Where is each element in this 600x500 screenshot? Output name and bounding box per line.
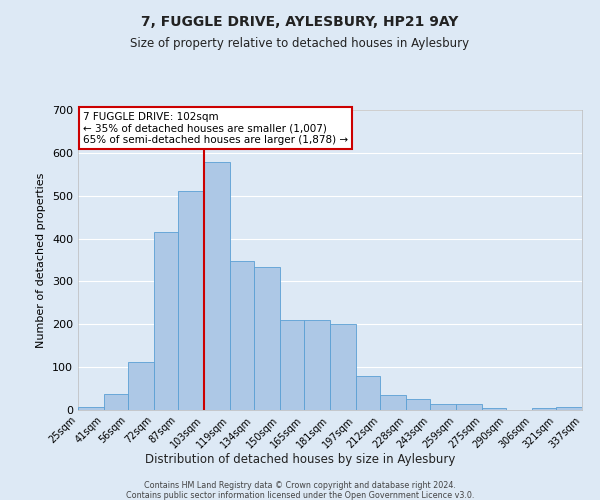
Bar [230, 262, 254, 410]
Bar [104, 394, 128, 410]
Y-axis label: Number of detached properties: Number of detached properties [37, 172, 46, 348]
Bar [330, 324, 356, 410]
Text: 7 FUGGLE DRIVE: 102sqm
← 35% of detached houses are smaller (1,007)
65% of semi-: 7 FUGGLE DRIVE: 102sqm ← 35% of detached… [83, 112, 348, 144]
Bar [430, 404, 456, 410]
Text: Contains HM Land Registry data © Crown copyright and database right 2024.: Contains HM Land Registry data © Crown c… [144, 481, 456, 490]
Bar [556, 406, 582, 410]
Bar [78, 406, 104, 410]
Text: 7, FUGGLE DRIVE, AYLESBURY, HP21 9AY: 7, FUGGLE DRIVE, AYLESBURY, HP21 9AY [142, 15, 458, 29]
Bar [128, 362, 154, 410]
Bar [154, 232, 178, 410]
Bar [356, 376, 380, 410]
Bar [456, 404, 482, 410]
Bar [204, 162, 230, 410]
Text: Distribution of detached houses by size in Aylesbury: Distribution of detached houses by size … [145, 452, 455, 466]
Text: Contains public sector information licensed under the Open Government Licence v3: Contains public sector information licen… [126, 491, 474, 500]
Bar [532, 408, 556, 410]
Bar [406, 400, 430, 410]
Bar [304, 320, 330, 410]
Bar [280, 320, 304, 410]
Bar [482, 408, 506, 410]
Bar [254, 268, 280, 410]
Bar [178, 192, 204, 410]
Text: Size of property relative to detached houses in Aylesbury: Size of property relative to detached ho… [130, 38, 470, 51]
Bar [380, 395, 406, 410]
